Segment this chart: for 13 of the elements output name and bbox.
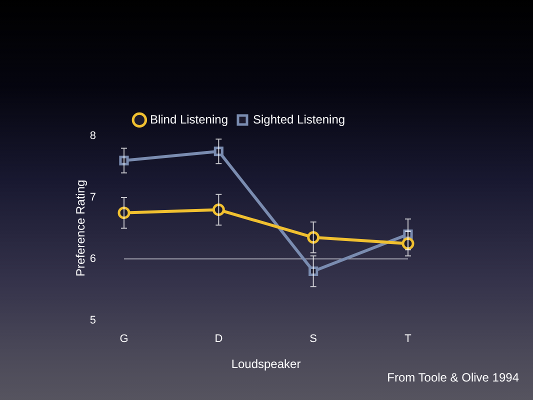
legend-label: Blind Listening xyxy=(150,112,228,126)
y-tick-label: 7 xyxy=(90,192,96,204)
x-tick-label: G xyxy=(120,333,128,346)
y-tick-label: 8 xyxy=(90,130,96,142)
x-axis-title: Loudspeaker xyxy=(231,357,301,372)
legend-label: Sighted Listening xyxy=(252,112,346,126)
y-tick-label: 6 xyxy=(90,252,96,265)
y-axis-title: Preference Rating xyxy=(74,180,88,277)
x-tick-label: D xyxy=(214,333,223,346)
y-tick-label: 5 xyxy=(90,314,96,326)
x-tick-label: T xyxy=(404,333,412,346)
x-tick-label: S xyxy=(310,333,318,346)
text: From Toole & Olive 1994 xyxy=(387,370,520,384)
